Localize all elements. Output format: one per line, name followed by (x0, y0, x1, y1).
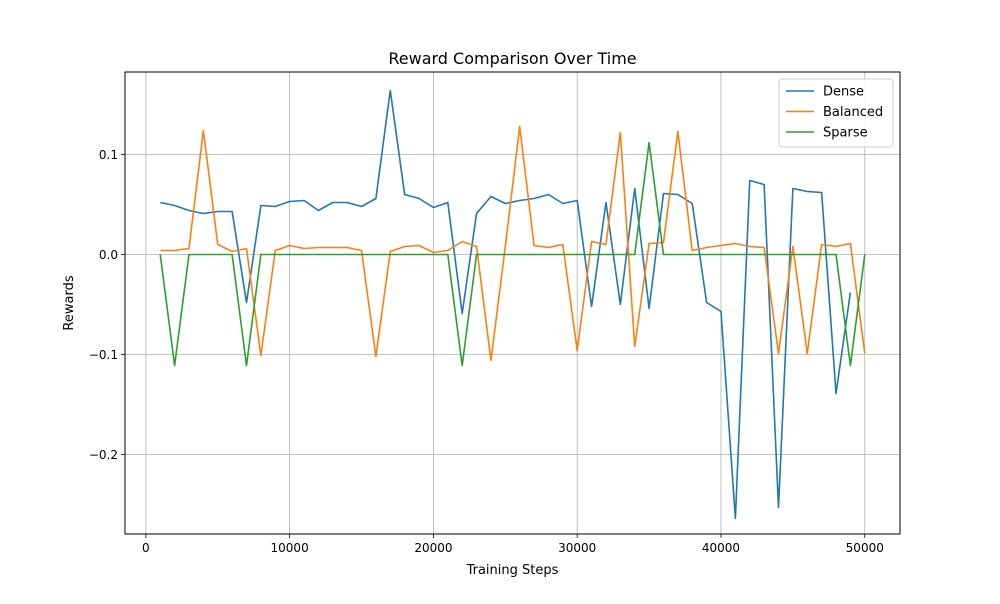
y-tick-label: 0.0 (99, 248, 118, 262)
x-tick-label: 10000 (271, 541, 309, 555)
y-tick-label: −0.1 (89, 348, 118, 362)
x-tick-label: 30000 (558, 541, 596, 555)
y-tick-label: 0.1 (99, 148, 118, 162)
legend-box (778, 78, 894, 148)
series-layer (159, 89, 866, 520)
legend-label-sparse: Sparse (823, 126, 868, 141)
y-axis-label: Rewards (62, 275, 77, 330)
legend: Dense Balanced Sparse (778, 78, 894, 148)
legend-label-dense: Dense (823, 85, 864, 100)
legend-label-balanced: Balanced (823, 105, 883, 120)
series-line-sparse (159, 141, 866, 367)
x-tick-label: 0 (142, 541, 150, 555)
x-tick-label: 20000 (414, 541, 452, 555)
x-tick-label: 50000 (846, 541, 884, 555)
x-axis-label: Training Steps (466, 563, 559, 578)
y-tick-label: −0.2 (89, 448, 118, 462)
x-tick-label: 40000 (702, 541, 740, 555)
series-line-balanced (160, 125, 866, 362)
series-line-dense (160, 89, 852, 520)
plot-frame (124, 71, 901, 535)
x-axis: 0 10000 20000 30000 40000 50000 (142, 534, 884, 555)
chart-title: Reward Comparison Over Time (388, 49, 636, 68)
y-axis: −0.2 −0.1 0.0 0.1 (89, 148, 125, 462)
